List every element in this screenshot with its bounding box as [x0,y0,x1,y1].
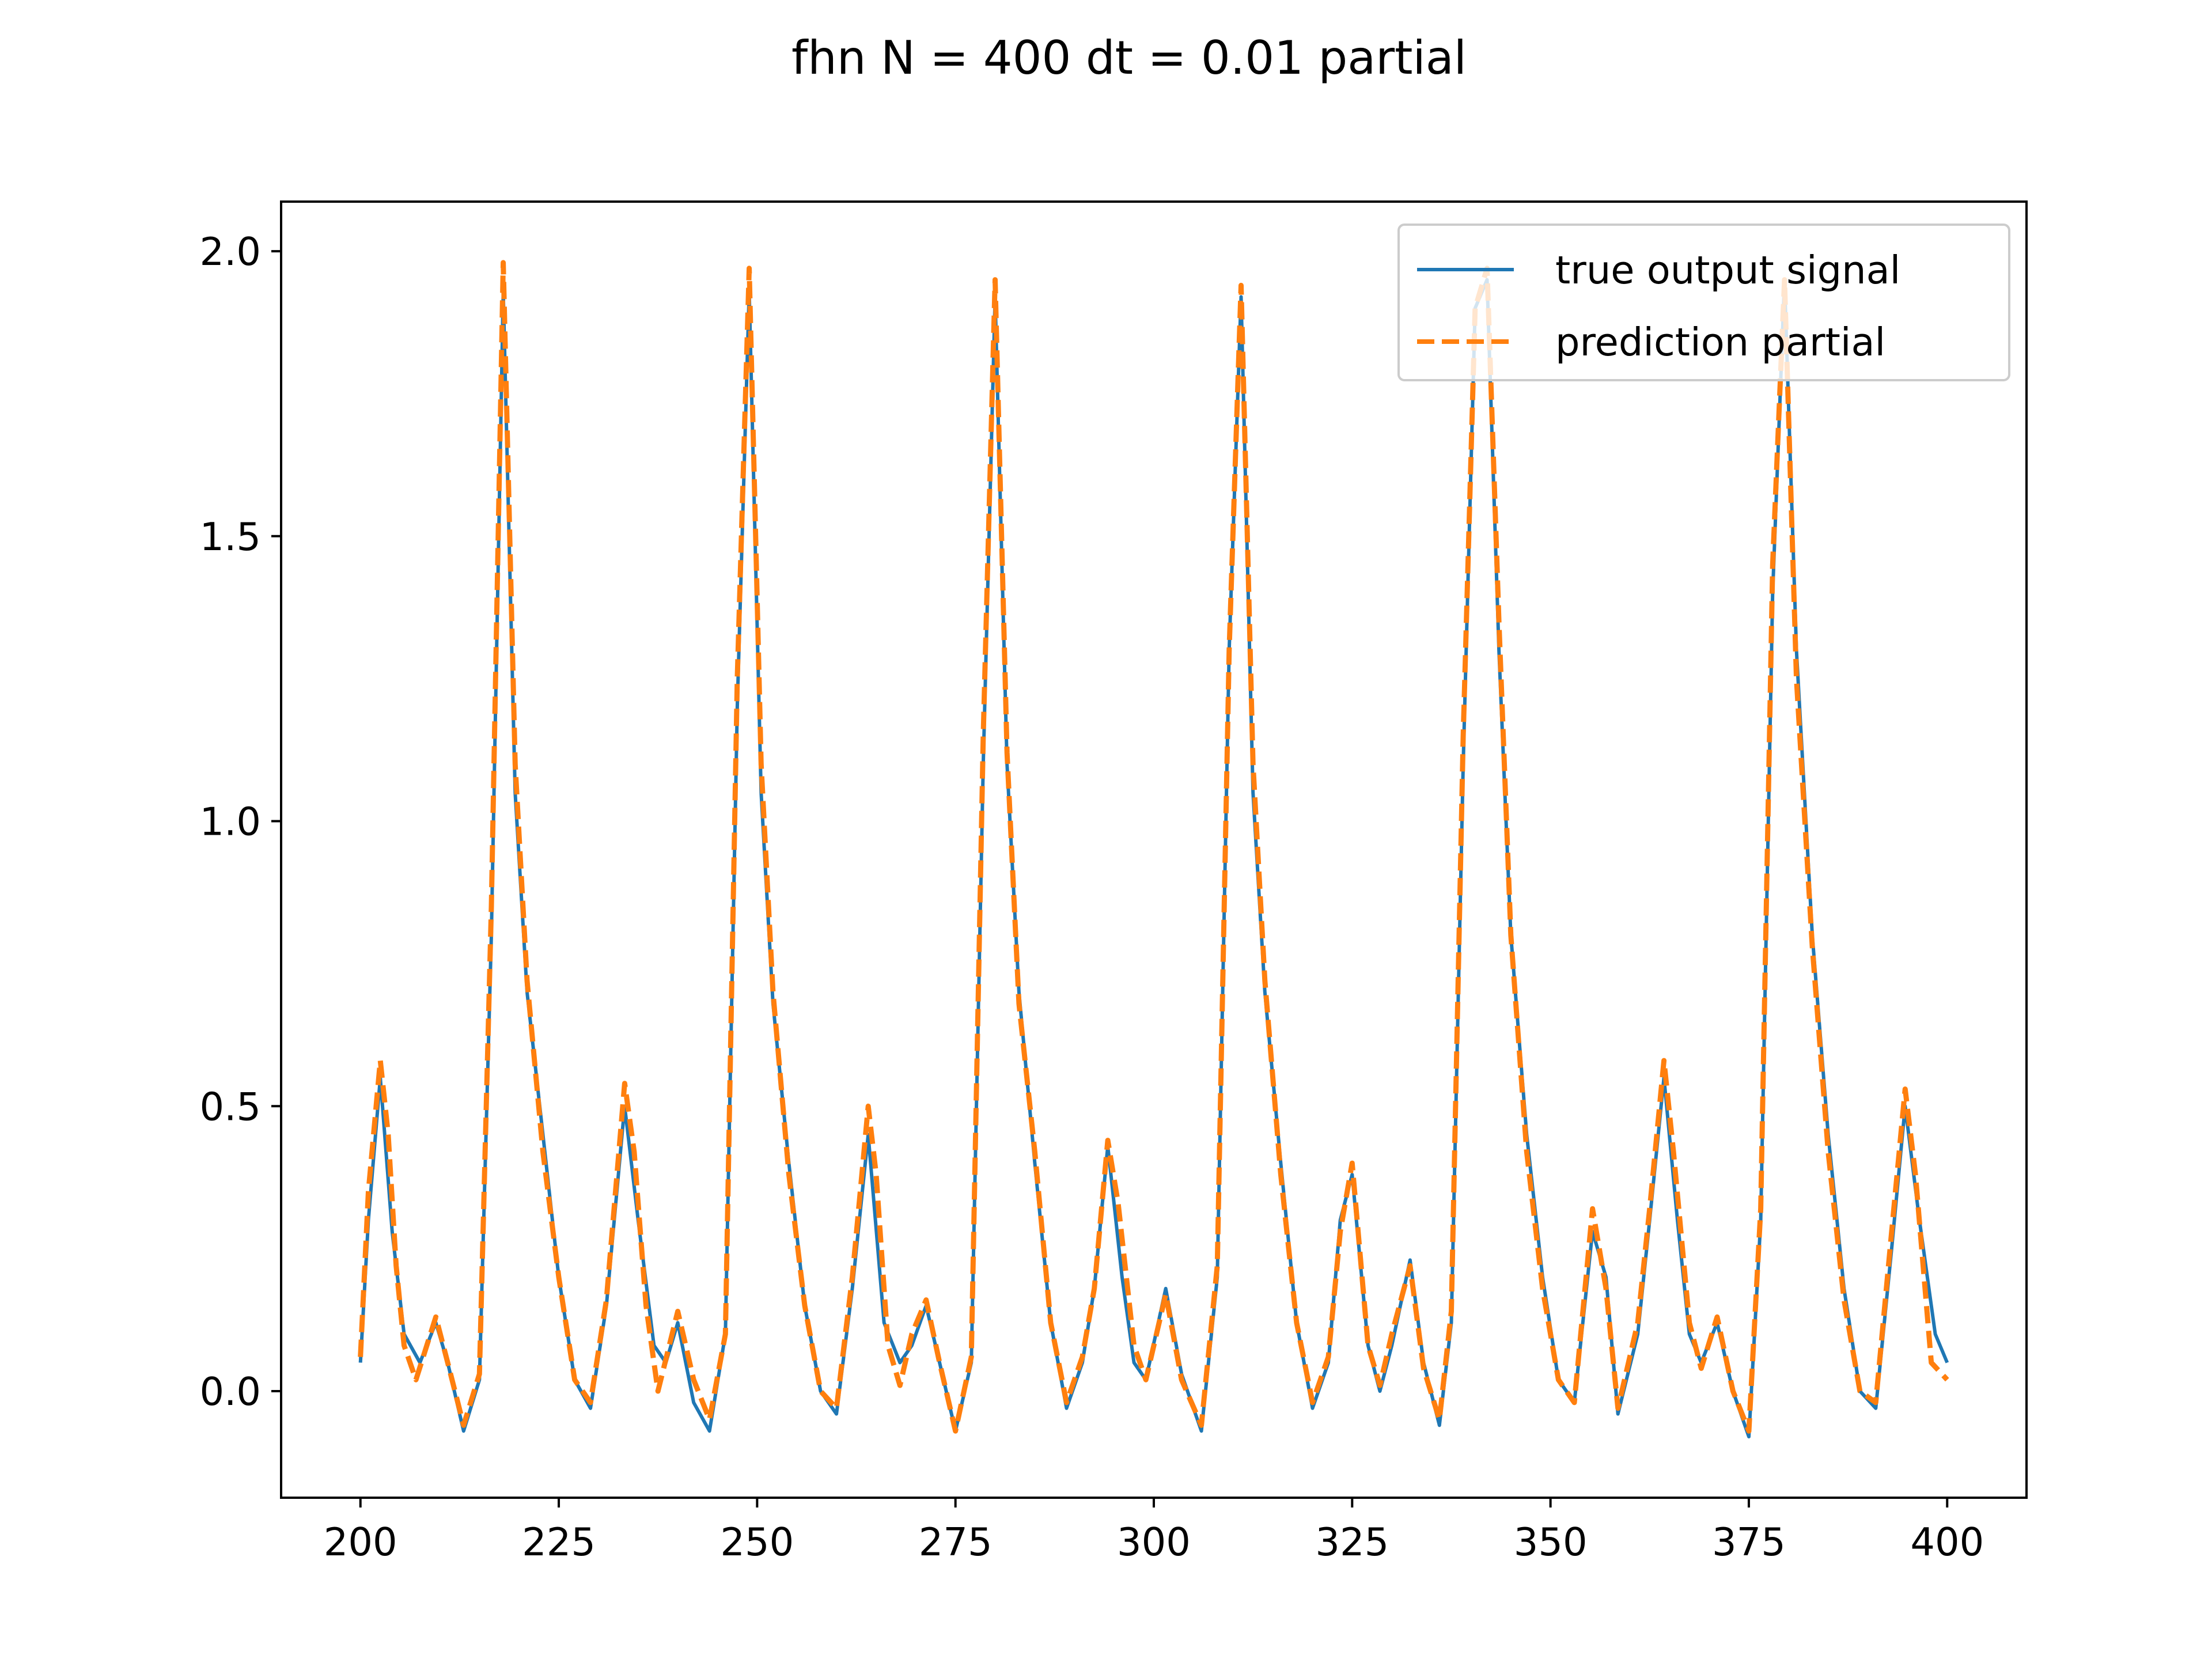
series-line-prediction-partial [358,260,1949,1434]
x-tick-label: 300 [1117,1520,1191,1565]
axes-frame [280,200,2028,1499]
legend-box [1397,224,2010,381]
y-tick-label: 1.5 [199,514,261,559]
x-tick-label: 325 [1315,1520,1389,1565]
x-tick-label: 250 [720,1520,794,1565]
legend-label-true-output-signal: true output signal [1555,248,1900,293]
x-tick-label: 400 [1910,1520,1984,1565]
x-tick-label: 375 [1712,1520,1786,1565]
x-axis: 200 225 250 275 300 325 350 375 400 [324,1498,1984,1565]
chart-title: fhn N = 400 dt = 0.01 partial [791,31,1467,85]
x-tick-label: 225 [522,1520,596,1565]
series-layer [358,260,1949,1439]
legend: true output signal prediction partial [1397,224,2010,381]
x-tick-label: 350 [1514,1520,1588,1565]
y-tick-label: 1.0 [199,800,261,844]
y-axis: 0.0 0.5 1.0 1.5 2.0 [199,229,281,1414]
y-tick-label: 0.0 [199,1369,261,1414]
x-tick-label: 200 [324,1520,397,1565]
legend-label-prediction-partial: prediction partial [1555,320,1885,365]
y-tick-label: 2.0 [199,229,261,274]
x-tick-label: 275 [919,1520,993,1565]
y-tick-label: 0.5 [199,1084,261,1129]
